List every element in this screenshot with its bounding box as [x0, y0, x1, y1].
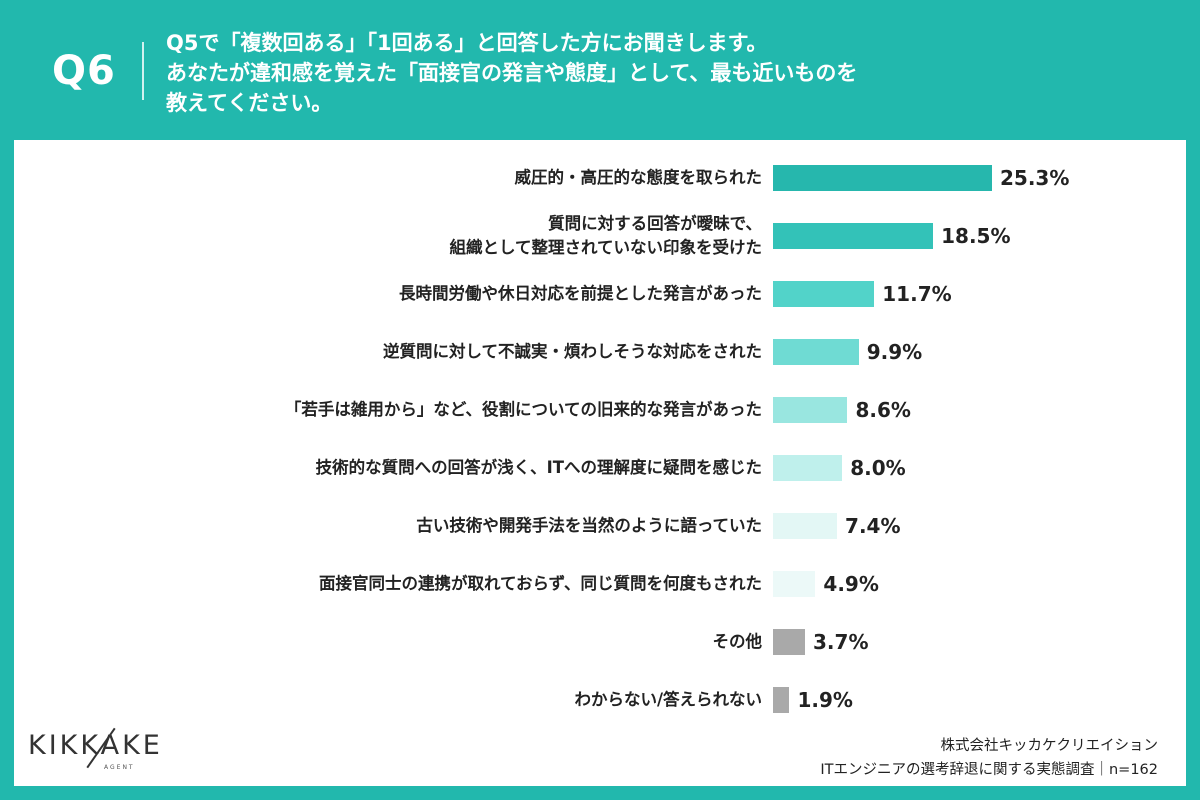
- bar: [773, 571, 816, 597]
- question-line-1: Q5で「複数回ある」「1回ある」と回答した方にお聞きします。: [166, 31, 768, 55]
- bar: [773, 339, 859, 365]
- bar: [773, 629, 806, 655]
- category-label: 逆質問に対して不誠実・煩わしそうな対応をされた: [383, 340, 762, 364]
- category-label-line: 組織として整理されていない印象を受けた: [449, 238, 762, 257]
- bar: [773, 687, 790, 713]
- category-label: 長時間労働や休日対応を前提とした発言があった: [399, 282, 762, 306]
- kikkake-logo: KIKKAKE AGENT: [28, 727, 198, 780]
- category-label-line: その他: [712, 632, 763, 651]
- bar: [773, 165, 992, 191]
- value-label: 3.7%: [813, 630, 869, 654]
- question-text: Q5で「複数回ある」「1回ある」と回答した方にお聞きします。 あなたが違和感を覚…: [166, 28, 1176, 118]
- category-label-line: 「若手は雑用から」など、役割についての旧来的な発言があった: [284, 400, 762, 419]
- category-labels: 威圧的・高圧的な態度を取られた質問に対する回答が曖昧で、組織として整理されていな…: [285, 166, 763, 712]
- value-label: 4.9%: [823, 572, 879, 596]
- bar: [773, 281, 875, 307]
- footer: 株式会社キッカケクリエイション ITエンジニアの選考辞退に関する実態調査｜n=1…: [820, 734, 1158, 782]
- value-label: 25.3%: [1000, 166, 1070, 190]
- value-label: 11.7%: [882, 282, 952, 306]
- category-label: 質問に対する回答が曖昧で、組織として整理されていない印象を受けた: [449, 212, 762, 260]
- header-divider: [142, 42, 144, 100]
- category-label-line: 技術的な質問への回答が浅く、ITへの理解度に疑問を感じた: [315, 458, 762, 477]
- value-label: 8.0%: [850, 456, 906, 480]
- value-label: 18.5%: [941, 224, 1011, 248]
- category-label: 古い技術や開発手法を当然のように語っていた: [416, 514, 762, 538]
- question-line-2: あなたが違和感を覚えた「面接官の発言や態度」として、最も近いものを: [166, 61, 858, 85]
- category-label-line: 面接官同士の連携が取れておらず、同じ質問を何度もされた: [318, 574, 762, 593]
- category-label: 「若手は雑用から」など、役割についての旧来的な発言があった: [285, 398, 762, 422]
- bar: [773, 397, 848, 423]
- category-label-line: 威圧的・高圧的な態度を取られた: [514, 168, 763, 187]
- value-label: 1.9%: [797, 688, 853, 712]
- value-label: 9.9%: [866, 340, 923, 364]
- category-label: 面接官同士の連携が取れておらず、同じ質問を何度もされた: [319, 572, 762, 596]
- footer-survey: ITエンジニアの選考辞退に関する実態調査｜n=162: [820, 762, 1158, 778]
- footer-company: 株式会社キッカケクリエイション: [940, 738, 1159, 754]
- bar: [773, 223, 934, 249]
- value-label: 8.6%: [855, 398, 911, 422]
- value-label: 7.4%: [845, 514, 901, 538]
- category-label: その他: [713, 630, 763, 654]
- category-label-line: 古い技術や開発手法を当然のように語っていた: [416, 516, 762, 535]
- chart-panel: [14, 140, 1186, 786]
- category-label: わからない/答えられない: [574, 688, 762, 712]
- category-label-line: 質問に対する回答が曖昧で、: [548, 214, 762, 233]
- category-label-line: 長時間労働や休日対応を前提とした発言があった: [399, 284, 762, 303]
- question-line-3: 教えてください。: [166, 91, 333, 115]
- category-label: 威圧的・高圧的な態度を取られた: [515, 166, 763, 190]
- header: Q6 Q5で「複数回ある」「1回ある」と回答した方にお聞きします。 あなたが違和…: [0, 0, 1200, 140]
- category-label-line: わからない/答えられない: [574, 690, 762, 709]
- bar: [773, 513, 838, 539]
- logo-subtext: AGENT: [104, 764, 135, 771]
- category-label: 技術的な質問への回答が浅く、ITへの理解度に疑問を感じた: [316, 456, 762, 480]
- category-label-line: 逆質問に対して不誠実・煩わしそうな対応をされた: [382, 342, 762, 361]
- bar: [773, 455, 843, 481]
- question-number: Q6: [52, 48, 116, 94]
